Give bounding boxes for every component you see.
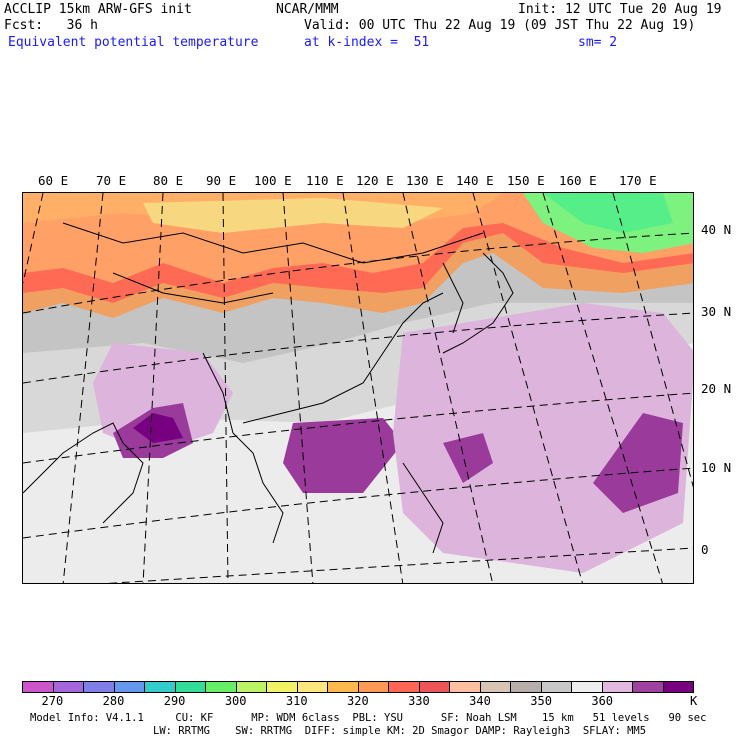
green-core	[543, 193, 673, 233]
colorbar-swatch	[84, 682, 115, 692]
colorbar-swatch	[358, 682, 389, 692]
scs-purple	[283, 418, 403, 493]
level-index: at k-index = 51	[304, 35, 430, 50]
colorbar-swatch	[236, 682, 267, 692]
colorbar-swatch	[267, 682, 298, 692]
lat-label: 30 N	[701, 304, 732, 319]
lon-label: 150 E	[507, 173, 545, 188]
colorbar-swatch	[572, 682, 603, 692]
colorbar-swatch	[206, 682, 237, 692]
lon-label: 140 E	[456, 173, 494, 188]
lon-label: 130 E	[406, 173, 444, 188]
colorbar-swatch	[663, 682, 693, 692]
colorbar-swatch	[145, 682, 176, 692]
lon-label: 90 E	[206, 173, 237, 188]
init-time: Init: 12 UTC Tue 20 Aug 19	[518, 2, 722, 17]
philippine-sea-purple	[443, 433, 493, 483]
lon-label: 170 E	[619, 173, 657, 188]
lat-label: 40 N	[701, 222, 732, 237]
colorbar	[22, 681, 694, 693]
colorbar-tick-label: 310	[285, 694, 308, 708]
lon-label: 70 E	[96, 173, 127, 188]
colorbar-swatch	[511, 682, 542, 692]
organization-label: NCAR/MMM	[276, 2, 339, 17]
pacific-purple	[593, 413, 683, 513]
colorbar-swatch	[114, 682, 145, 692]
lon-label: 110 E	[306, 173, 344, 188]
lat-label: 20 N	[701, 381, 732, 396]
colorbar-swatch	[419, 682, 450, 692]
colorbar-swatch	[602, 682, 633, 692]
colorbar-tick-label: 280	[102, 694, 125, 708]
forecast-hour: Fcst: 36 h	[4, 18, 98, 33]
colorbar-tick-label: 360	[591, 694, 614, 708]
colorbar-swatch	[297, 682, 328, 692]
theta-e-map	[22, 192, 694, 584]
lon-label: 160 E	[559, 173, 597, 188]
coastlines	[23, 222, 514, 554]
colorbar-tick-label: 320	[347, 694, 369, 708]
valid-time: Valid: 00 UTC Thu 22 Aug 19 (09 JST Thu …	[304, 18, 696, 33]
smoothing-value: sm= 2	[578, 35, 618, 50]
colorbar-swatch	[328, 682, 359, 692]
lon-label: 60 E	[38, 173, 69, 188]
colorbar-tick-label: 330	[408, 694, 430, 708]
colorbar-swatch	[541, 682, 572, 692]
map-canvas	[23, 193, 693, 583]
colorbar-unit: K	[690, 694, 698, 708]
lat-lon-grid	[23, 193, 693, 583]
colorbar-swatch	[450, 682, 481, 692]
bay-bengal-core	[133, 413, 183, 443]
colorbar-tick-label: 350	[530, 694, 552, 708]
colorbar-swatch	[633, 682, 664, 692]
lat-label: 0	[701, 542, 709, 557]
lon-label: 80 E	[153, 173, 184, 188]
colorbar-tick-label: 290	[163, 694, 186, 708]
colorbar-swatch	[480, 682, 511, 692]
colorbar-swatch	[389, 682, 420, 692]
lon-label: 120 E	[356, 173, 394, 188]
colorbar-tick-label: 340	[469, 694, 491, 708]
lon-label: 100 E	[254, 173, 292, 188]
colorbar-tick-label: 300	[224, 694, 247, 708]
colorbar-tick-label: 270	[41, 694, 64, 708]
field-name: Equivalent potential temperature	[8, 35, 259, 50]
model-info-line2: LW: RRTMG SW: RRTMG DIFF: simple KM: 2D …	[153, 725, 647, 737]
lat-label: 10 N	[701, 460, 732, 475]
model-title: ACCLIP 15km ARW-GFS init	[4, 2, 192, 17]
colorbar-swatch	[53, 682, 84, 692]
colorbar-swatch	[23, 682, 54, 692]
colorbar-swatch	[175, 682, 206, 692]
model-info-line1: Model Info: V4.1.1 CU: KF MP: WDM 6class…	[30, 712, 707, 724]
upper-yellow	[143, 198, 443, 233]
